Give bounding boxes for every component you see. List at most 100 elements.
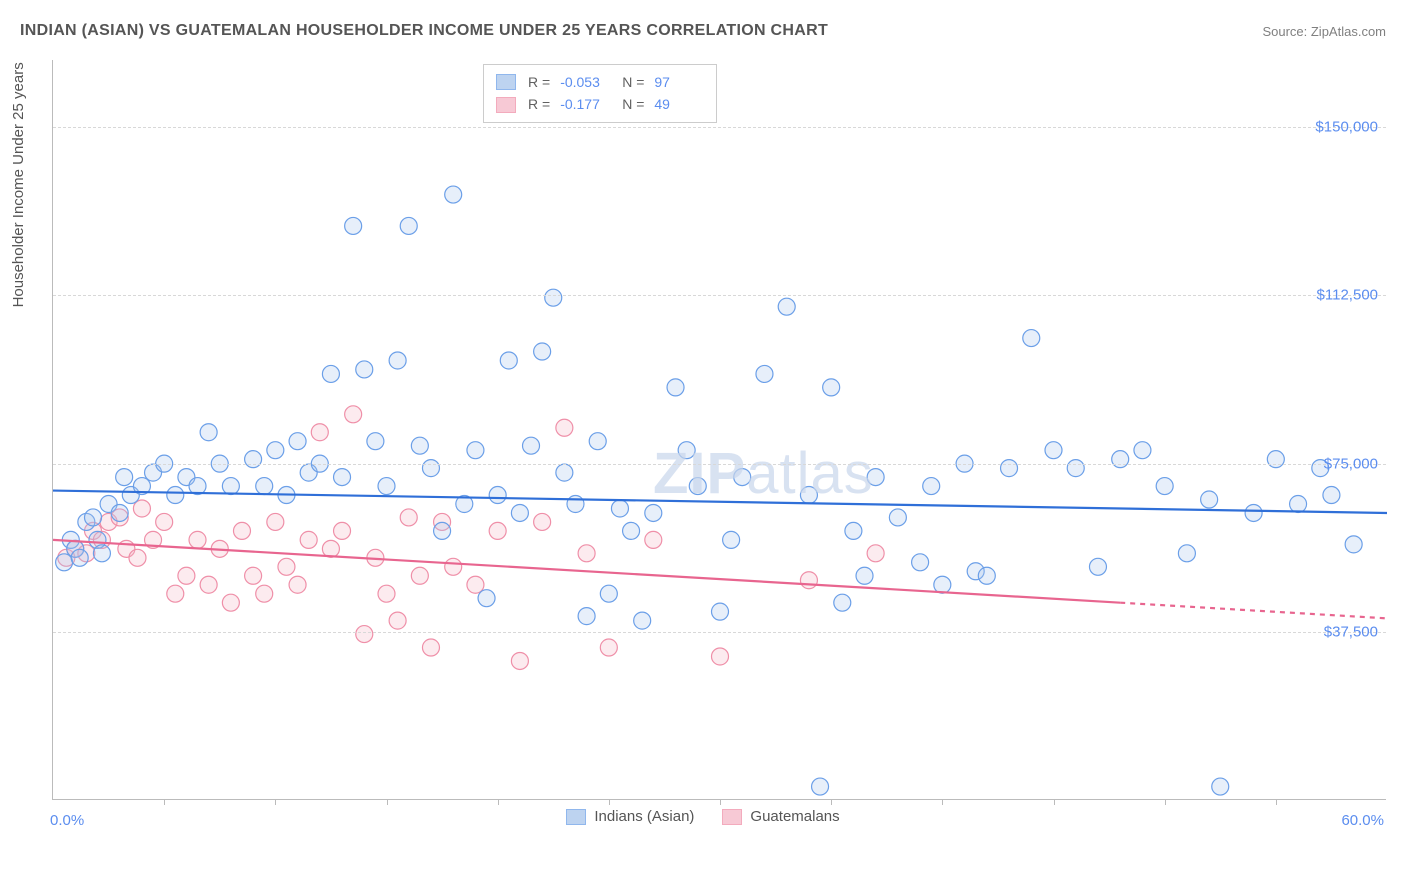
data-point bbox=[422, 639, 439, 656]
data-point bbox=[85, 509, 102, 526]
legend-n-label: N = bbox=[622, 71, 644, 93]
data-point bbox=[222, 478, 239, 495]
data-point bbox=[667, 379, 684, 396]
data-point bbox=[111, 504, 128, 521]
data-point bbox=[834, 594, 851, 611]
data-point bbox=[133, 500, 150, 517]
legend-stat-row: R =-0.053N =97 bbox=[496, 71, 704, 93]
data-point bbox=[845, 522, 862, 539]
plot-region: ZIPatlas R =-0.053N =97R =-0.177N =49 $3… bbox=[52, 60, 1386, 800]
data-point bbox=[445, 558, 462, 575]
data-point bbox=[689, 478, 706, 495]
data-point bbox=[1001, 460, 1018, 477]
data-point bbox=[511, 504, 528, 521]
data-point bbox=[978, 567, 995, 584]
data-point bbox=[367, 433, 384, 450]
gridline bbox=[53, 632, 1386, 633]
data-point bbox=[889, 509, 906, 526]
data-point bbox=[167, 487, 184, 504]
data-point bbox=[345, 406, 362, 423]
data-point bbox=[222, 594, 239, 611]
data-point bbox=[334, 522, 351, 539]
data-point bbox=[756, 365, 773, 382]
data-point bbox=[589, 433, 606, 450]
data-point bbox=[678, 442, 695, 459]
legend-bottom: Indians (Asian)Guatemalans bbox=[0, 808, 1406, 825]
data-point bbox=[489, 487, 506, 504]
data-point bbox=[867, 469, 884, 486]
data-point bbox=[245, 567, 262, 584]
data-point bbox=[634, 612, 651, 629]
data-point bbox=[611, 500, 628, 517]
source-attribution: Source: ZipAtlas.com bbox=[1262, 24, 1386, 39]
y-tick-label: $37,500 bbox=[1324, 623, 1378, 640]
data-point bbox=[1290, 496, 1307, 513]
legend-swatch bbox=[722, 809, 742, 825]
legend-swatch bbox=[496, 97, 516, 113]
data-point bbox=[800, 572, 817, 589]
x-tick bbox=[1054, 799, 1055, 805]
data-point bbox=[1023, 330, 1040, 347]
trend-line bbox=[53, 491, 1387, 513]
legend-swatch bbox=[566, 809, 586, 825]
data-point bbox=[1178, 545, 1195, 562]
data-point bbox=[712, 648, 729, 665]
y-tick-label: $112,500 bbox=[1317, 287, 1378, 304]
legend-stat-row: R =-0.177N =49 bbox=[496, 93, 704, 115]
data-point bbox=[1156, 478, 1173, 495]
data-point bbox=[1045, 442, 1062, 459]
data-point bbox=[378, 478, 395, 495]
y-tick-label: $150,000 bbox=[1315, 119, 1378, 136]
data-point bbox=[712, 603, 729, 620]
legend-label: Guatemalans bbox=[750, 808, 839, 825]
data-point bbox=[289, 433, 306, 450]
data-point bbox=[1245, 504, 1262, 521]
data-point bbox=[556, 464, 573, 481]
data-point bbox=[189, 531, 206, 548]
legend-r-value: -0.053 bbox=[560, 71, 610, 93]
data-point bbox=[489, 522, 506, 539]
legend-r-value: -0.177 bbox=[560, 93, 610, 115]
data-point bbox=[256, 478, 273, 495]
x-tick bbox=[1165, 799, 1166, 805]
data-point bbox=[934, 576, 951, 593]
legend-stats-box: R =-0.053N =97R =-0.177N =49 bbox=[483, 64, 717, 123]
data-point bbox=[912, 554, 929, 571]
gridline bbox=[53, 127, 1386, 128]
data-point bbox=[1267, 451, 1284, 468]
x-tick bbox=[387, 799, 388, 805]
data-point bbox=[856, 567, 873, 584]
x-tick bbox=[831, 799, 832, 805]
data-point bbox=[178, 567, 195, 584]
plot-svg bbox=[53, 60, 1387, 800]
data-point bbox=[511, 652, 528, 669]
data-point bbox=[345, 217, 362, 234]
data-point bbox=[245, 451, 262, 468]
legend-n-value: 49 bbox=[654, 93, 704, 115]
data-point bbox=[389, 352, 406, 369]
data-point bbox=[334, 469, 351, 486]
data-point bbox=[434, 522, 451, 539]
legend-swatch bbox=[496, 74, 516, 90]
data-point bbox=[823, 379, 840, 396]
y-tick-label: $75,000 bbox=[1324, 455, 1378, 472]
data-point bbox=[300, 531, 317, 548]
data-point bbox=[800, 487, 817, 504]
data-point bbox=[1089, 558, 1106, 575]
data-point bbox=[567, 496, 584, 513]
data-point bbox=[645, 531, 662, 548]
data-point bbox=[233, 522, 250, 539]
data-point bbox=[600, 585, 617, 602]
data-point bbox=[578, 545, 595, 562]
data-point bbox=[356, 626, 373, 643]
data-point bbox=[923, 478, 940, 495]
data-point bbox=[645, 504, 662, 521]
legend-item: Guatemalans bbox=[722, 808, 839, 825]
data-point bbox=[356, 361, 373, 378]
data-point bbox=[200, 576, 217, 593]
data-point bbox=[311, 424, 328, 441]
data-point bbox=[1201, 491, 1218, 508]
data-point bbox=[812, 778, 829, 795]
gridline bbox=[53, 464, 1386, 465]
data-point bbox=[1212, 778, 1229, 795]
